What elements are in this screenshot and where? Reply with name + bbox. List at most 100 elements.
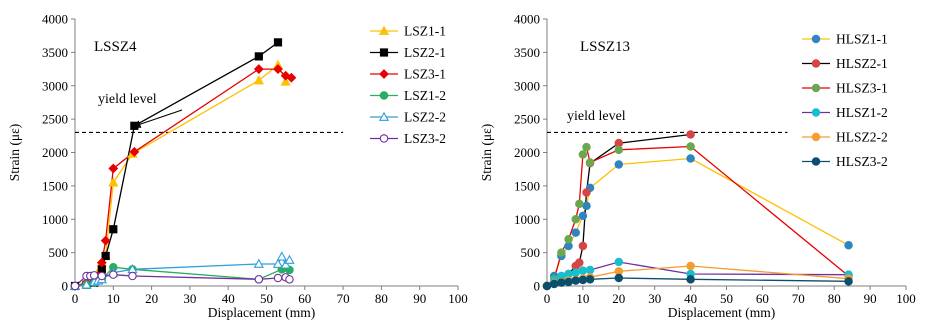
legend-swatch-marker [378,111,390,121]
legend-label: HLSZ3-2 [836,154,888,169]
chart-panel-2: 0 500 1000 1500 2000 2500 3000 3500 4000 0 10 20 30 4… [479,12,916,321]
legend-label: LSZ1-1 [404,24,446,39]
data-point [575,199,584,209]
data-point [585,158,595,167]
data-point [100,235,111,246]
legend-swatch-marker [379,91,389,100]
legend-label: HLSZ2-1 [836,56,888,71]
data-point [108,163,119,174]
y-tick-label: 1500 [514,178,540,193]
x-tick-label: 60 [298,291,311,306]
data-point [276,251,287,261]
legend-swatch-marker [811,157,821,166]
data-point [614,257,624,267]
y-tick-label: 500 [49,245,69,260]
data-point [614,145,624,155]
legend-swatch-marker [811,108,821,117]
legend-swatch-marker [811,34,821,44]
data-point [285,275,294,284]
legend-label: HLSZ1-1 [836,32,888,47]
x-tick-label: 90 [413,291,426,306]
data-point [578,266,588,275]
data-point [686,142,695,151]
data-point [557,248,566,257]
legend-label: LSZ1-2 [404,88,446,103]
data-point [686,261,695,271]
data-point [272,258,284,268]
data-point [280,259,291,269]
y-tick-label: 0 [534,279,541,294]
x-tick-label: 30 [648,291,661,306]
legend-label: LSZ3-1 [404,67,446,82]
data-point [108,177,119,187]
x-tick-label: 20 [612,291,625,306]
y-tick-label: 500 [521,245,541,260]
legend-label: LSZ3-2 [404,131,446,146]
data-point [578,150,588,159]
data-point [571,268,580,277]
y-tick-label: 2000 [42,145,68,160]
legend-swatch-marker [811,83,821,93]
series-LSZ2-1 [74,41,279,287]
x-tick-label: 20 [145,291,158,306]
legend-label: LSZ2-1 [404,45,446,60]
data-point [585,265,595,275]
data-point [284,254,295,264]
x-tick-label: 90 [864,291,877,306]
legend-swatch-marker [811,132,821,142]
legend-label: LSZ2-2 [404,110,446,125]
x-tick-label: 0 [544,291,551,306]
x-tick-label: 60 [756,291,769,306]
data-point [130,121,139,130]
data-point [273,64,283,74]
data-point [253,75,264,85]
legend-swatch-marker [379,48,389,57]
yield-level-label: yield level [567,109,626,124]
y-axis-label: Strain (με) [7,124,22,182]
legend-label: HLSZ1-2 [836,105,888,120]
x-tick-label: 100 [448,291,468,306]
x-tick-label: 50 [260,291,273,306]
data-point [686,275,695,284]
chart-title: LSSZ13 [580,39,630,55]
x-tick-label: 80 [375,291,388,306]
x-tick-label: 10 [107,291,120,306]
data-point [97,271,107,281]
data-point [96,257,107,268]
legend-swatch-marker [811,59,821,68]
data-point [585,275,595,284]
data-point [109,270,118,279]
x-axis-label: Displacement (mm) [668,305,776,320]
data-point [686,154,695,163]
chart-panel-1: 0 500 1000 1500 2000 2500 3000 3500 4000 0 10 20 30 4… [7,12,468,321]
legend-swatch-marker [379,134,389,143]
data-point [101,251,110,261]
data-point [273,38,283,47]
data-point [254,275,264,284]
y-tick-label: 1000 [42,212,68,227]
data-point [564,235,573,244]
yield-arrow [132,109,183,129]
x-tick-label: 40 [684,291,697,306]
y-tick-label: 3500 [42,45,68,60]
x-tick-label: 30 [183,291,196,306]
data-point [686,130,695,139]
legend-background [364,17,459,195]
x-axis-label: Displacement (mm) [208,305,316,320]
data-point [549,279,559,289]
data-point [81,279,92,289]
y-tick-label: 3000 [42,78,68,93]
data-point [109,225,118,234]
y-tick-label: 2500 [42,112,68,127]
y-axis-label: Strain (με) [479,124,494,182]
legend: LSZ1-1 LSZ2-1 LSZ3-1 LSZ1-2 LSZ2-2 LSZ3-2 [364,17,459,195]
data-point [564,277,573,287]
data-point [578,275,588,285]
y-tick-label: 1500 [42,178,68,193]
data-point [844,241,853,250]
data-point [557,278,566,287]
y-tick-label: 4000 [42,12,68,27]
legend-label: HLSZ2-2 [836,130,888,145]
data-point [571,276,580,285]
data-point [286,72,297,83]
